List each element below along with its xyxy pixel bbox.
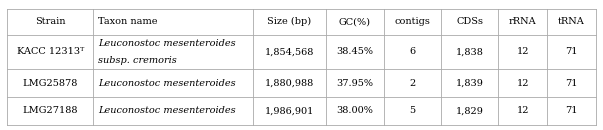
Text: 37.95%: 37.95% [336,79,373,88]
Text: Leuconostoc mesenteroides: Leuconostoc mesenteroides [98,79,236,88]
Text: 1,880,988: 1,880,988 [265,79,314,88]
Text: 5: 5 [409,106,415,115]
Text: 1,854,568: 1,854,568 [265,47,314,56]
Text: 12: 12 [517,106,529,115]
Text: LMG25878: LMG25878 [22,79,78,88]
Text: 38.45%: 38.45% [336,47,373,56]
Text: 38.00%: 38.00% [336,106,373,115]
Text: contigs: contigs [394,17,430,26]
Text: Size (bp): Size (bp) [267,17,311,26]
Text: 1,839: 1,839 [456,79,484,88]
Text: CDSs: CDSs [456,17,483,26]
Text: subsp. cremoris: subsp. cremoris [98,56,177,65]
Text: rRNA: rRNA [509,17,537,26]
Text: 71: 71 [565,47,578,56]
Text: Strain: Strain [35,17,66,26]
Text: GC(%): GC(%) [339,17,371,26]
Text: 71: 71 [565,79,578,88]
Text: Leuconostoc mesenteroides: Leuconostoc mesenteroides [98,39,236,48]
Text: 6: 6 [409,47,415,56]
Text: LMG27188: LMG27188 [22,106,78,115]
Text: KACC 12313ᵀ: KACC 12313ᵀ [17,47,84,56]
Text: 1,829: 1,829 [456,106,484,115]
Text: Taxon name: Taxon name [98,17,158,26]
Text: 2: 2 [409,79,415,88]
Text: tRNA: tRNA [558,17,585,26]
Text: 71: 71 [565,106,578,115]
Text: Leuconostoc mesenteroides: Leuconostoc mesenteroides [98,106,236,115]
Text: 1,986,901: 1,986,901 [265,106,314,115]
Text: 1,838: 1,838 [456,47,484,56]
Text: 12: 12 [517,79,529,88]
Text: 12: 12 [517,47,529,56]
